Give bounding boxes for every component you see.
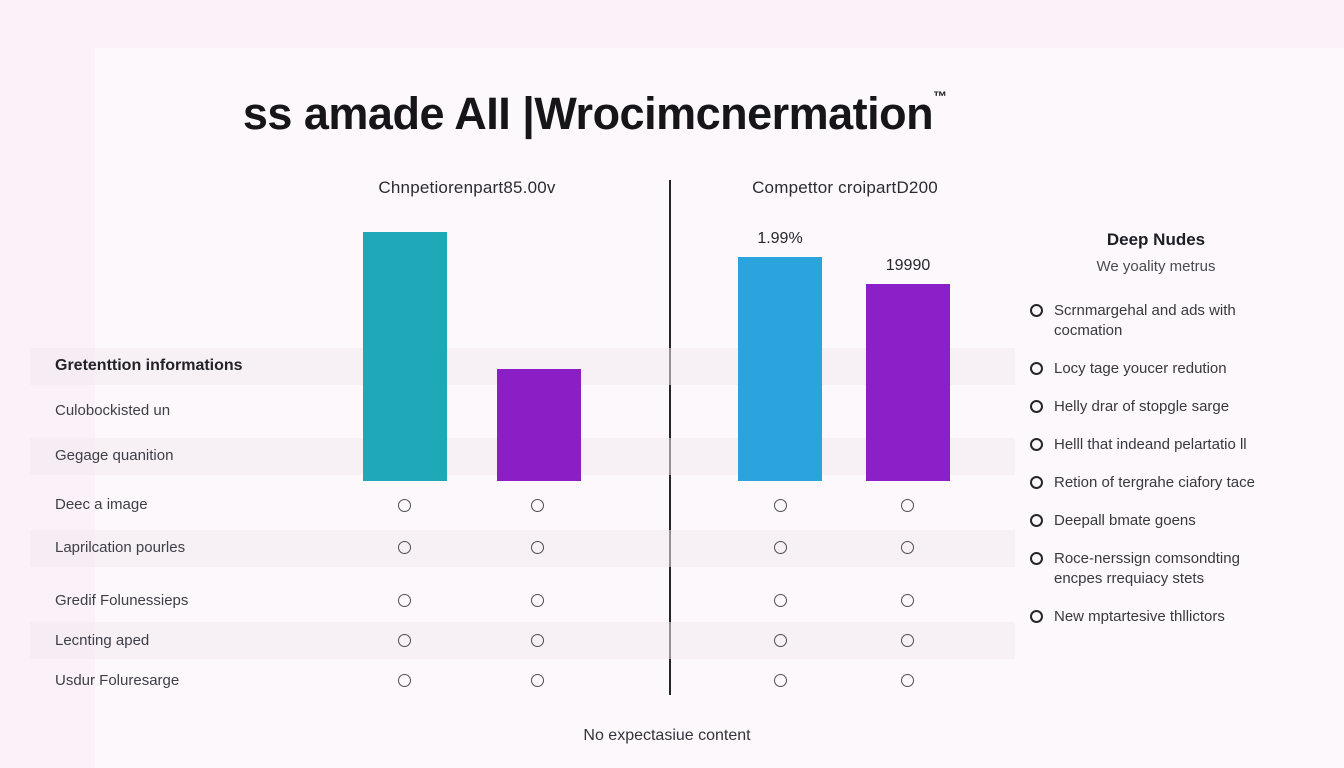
feature-text: Helly drar of stopgle sarge (1054, 398, 1230, 415)
circle-marker-icon (398, 634, 411, 647)
table-row-label: Deec a image (55, 496, 148, 513)
bar-group1-teal (363, 232, 447, 481)
feature-text: Retion of tergrahe ciafory tace (1054, 474, 1255, 491)
bullet-circle-icon (1030, 400, 1043, 413)
panel-heading: Deep Nudes (1106, 230, 1206, 249)
row-stripe (30, 530, 1015, 567)
table-row-label: Gretenttion informations (55, 357, 243, 374)
table-row-label: Gredif Folunessieps (55, 592, 189, 609)
circle-marker-icon (531, 499, 544, 512)
circle-marker-icon (398, 499, 411, 512)
panel-subheading: We yoality metrus (1096, 258, 1216, 275)
circle-marker-icon (774, 674, 787, 687)
table-row-label: Gegage quanition (55, 447, 174, 464)
right-group-header: Compettor croipartD200 (752, 178, 938, 197)
bullet-circle-icon (1030, 514, 1043, 527)
feature-item: New mptartesive thllictors (1030, 607, 1282, 627)
page-title: ss amade AII |Wrocimcnermation™ (0, 88, 1190, 140)
group-divider-line (669, 180, 671, 695)
circle-marker-icon (774, 594, 787, 607)
trademark-mark: ™ (933, 88, 948, 105)
bar-value-label: 1.99% (757, 230, 803, 247)
bullet-circle-icon (1030, 438, 1043, 451)
circle-marker-icon (901, 674, 914, 687)
table-row-label: Laprilcation pourles (55, 539, 186, 556)
circle-marker-icon (531, 594, 544, 607)
circle-marker-icon (398, 674, 411, 687)
feature-list: Scrnmargehal and ads with cocmation Locy… (1030, 301, 1282, 627)
table-row-label: Lecnting aped (55, 632, 150, 649)
feature-item: Scrnmargehal and ads with cocmation (1030, 301, 1282, 341)
circle-marker-icon (531, 541, 544, 554)
circle-marker-icon (398, 541, 411, 554)
feature-item: Helll that indeand pelartatio ll (1030, 435, 1282, 455)
feature-text: New mptartesive thllictors (1054, 608, 1225, 625)
bar-value-label: 19990 (885, 257, 931, 274)
bullet-circle-icon (1030, 304, 1043, 317)
bar-group2-blue (738, 257, 822, 481)
circle-marker-icon (531, 634, 544, 647)
footer-note: No expectasiue content (583, 727, 751, 744)
circle-marker-icon (774, 634, 787, 647)
feature-text: Roce-nerssign comsondting encpes rrequia… (1054, 550, 1240, 587)
feature-item: Locy tage youcer redution (1030, 359, 1282, 379)
bullet-circle-icon (1030, 476, 1043, 489)
page-title-text: ss amade AII |Wrocimcnermation (242, 88, 934, 140)
feature-item: Deepall bmate goens (1030, 511, 1282, 531)
circle-marker-icon (531, 674, 544, 687)
feature-text: Locy tage youcer redution (1054, 360, 1227, 377)
circle-marker-icon (901, 634, 914, 647)
table-row-label: Usdur Foluresarge (55, 672, 180, 689)
feature-text: Helll that indeand pelartatio ll (1054, 436, 1247, 453)
features-panel: Deep Nudes We yoality metrus Scrnmargeha… (1030, 230, 1282, 627)
bar-group1-purple (497, 369, 581, 481)
row-stripe (30, 622, 1015, 659)
feature-item: Roce-nerssign comsondting encpes rrequia… (1030, 549, 1282, 589)
circle-marker-icon (901, 594, 914, 607)
feature-item: Helly drar of stopgle sarge (1030, 397, 1282, 417)
bullet-circle-icon (1030, 362, 1043, 375)
circle-marker-icon (774, 499, 787, 512)
bullet-circle-icon (1030, 552, 1043, 565)
feature-text: Deepall bmate goens (1054, 512, 1196, 529)
bar-group2-purple (866, 284, 950, 481)
bullet-circle-icon (1030, 610, 1043, 623)
circle-marker-icon (398, 594, 411, 607)
circle-marker-icon (774, 541, 787, 554)
circle-marker-icon (901, 541, 914, 554)
feature-text: Scrnmargehal and ads with cocmation (1054, 302, 1236, 339)
table-row-label: Culobockisted un (55, 402, 171, 419)
feature-item: Retion of tergrahe ciafory tace (1030, 473, 1282, 493)
circle-marker-icon (901, 499, 914, 512)
left-group-header: Chnpetiorenpart85.00v (378, 178, 556, 197)
